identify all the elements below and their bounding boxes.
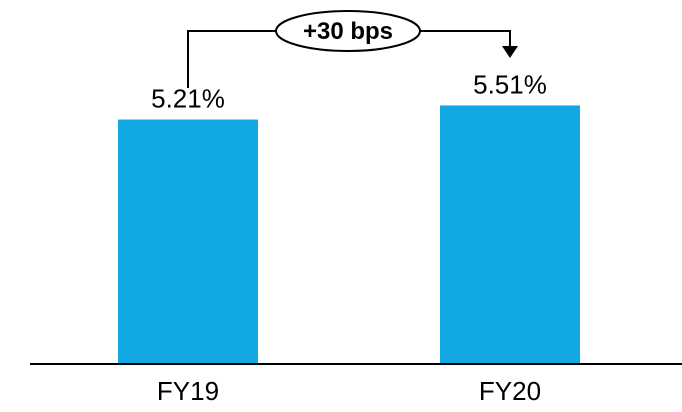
data-label-fy19: 5.21% bbox=[151, 84, 225, 114]
annotation-text: +30 bps bbox=[303, 18, 393, 45]
bar-fy20 bbox=[440, 105, 580, 364]
data-label-fy20: 5.51% bbox=[473, 69, 547, 99]
x-tick-label-fy19: FY19 bbox=[157, 376, 219, 406]
bar-fy19 bbox=[118, 119, 258, 365]
annotation-arrowhead bbox=[502, 46, 518, 58]
annotation-pill bbox=[275, 10, 421, 52]
x-tick-label-fy20: FY20 bbox=[479, 376, 541, 406]
